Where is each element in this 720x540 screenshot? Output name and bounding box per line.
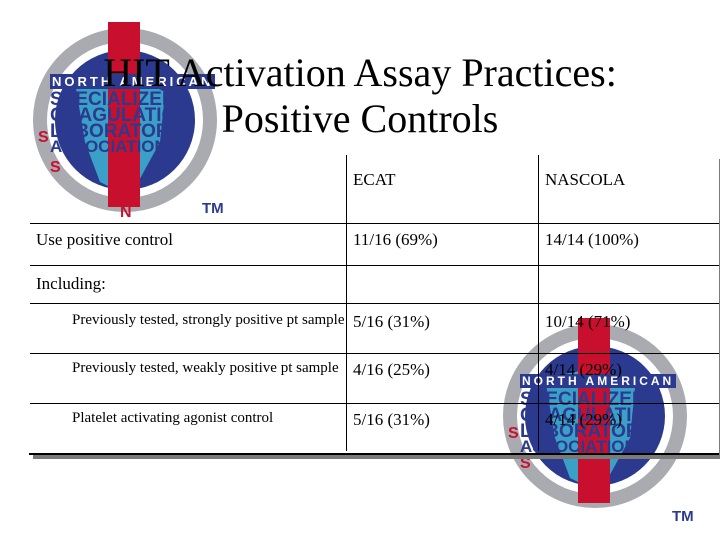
header-ecat: ECAT [346, 155, 539, 224]
row-label: Use positive control [36, 229, 173, 249]
logo-line3: COAGULATION [50, 105, 191, 126]
header-ecat-label: ECAT [353, 170, 396, 189]
header-nascola-label: NASCOLA [545, 170, 626, 189]
table-row: Use positive control 11/16 (69%) 14/14 (… [30, 223, 719, 266]
logo-line1: NORTH AMERICAN [50, 74, 216, 89]
table-row: Previously tested, strongly positive pt … [30, 303, 719, 354]
logo-tm: TM [672, 508, 694, 525]
header-blank [30, 155, 347, 224]
row-label: Platelet activating agonist control [72, 409, 274, 426]
table-header-row: ECAT NASCOLA [30, 155, 719, 224]
row-nascola: 4/14 (29%) [545, 409, 622, 429]
row-ecat: 4/16 (25%) [353, 359, 430, 379]
row-label: Previously tested, weakly positive pt sa… [72, 359, 339, 376]
logo-line5: ASSOCIATION [520, 437, 637, 456]
row-ecat: 5/16 (31%) [353, 409, 430, 429]
row-label: Including: [36, 273, 106, 293]
row-ecat: 5/16 (31%) [353, 311, 430, 331]
logo-line5: ASSOCIATION [50, 137, 167, 156]
row-nascola: 14/14 (100%) [545, 229, 639, 249]
logo-line3: COAGULATION [520, 405, 661, 426]
table-row: Including: [30, 265, 719, 304]
row-ecat: 11/16 (69%) [353, 229, 438, 249]
svg-text:S: S [520, 455, 531, 472]
table-row: Platelet activating agonist control 5/16… [30, 403, 719, 451]
logo-line4: LABORATORY [50, 121, 182, 142]
logo-line2: SPECIALIZED [50, 89, 176, 110]
table-row: Previously tested, weakly positive pt sa… [30, 353, 719, 404]
row-nascola: 10/14 (71%) [545, 311, 631, 331]
svg-text:S: S [38, 129, 49, 146]
title-line2: Positive Controls [221, 96, 499, 141]
slide-title: HIT Activation Assay Practices: Positive… [0, 50, 720, 142]
results-table: ECAT NASCOLA Use positive control 11/16 … [30, 155, 719, 451]
logo-line4: LABORATORY [520, 421, 652, 442]
row-nascola: 4/14 (29%) [545, 359, 622, 379]
header-nascola: NASCOLA [538, 155, 719, 224]
title-line1: HIT Activation Assay Practices: [103, 50, 617, 95]
row-label: Previously tested, strongly positive pt … [72, 311, 345, 328]
